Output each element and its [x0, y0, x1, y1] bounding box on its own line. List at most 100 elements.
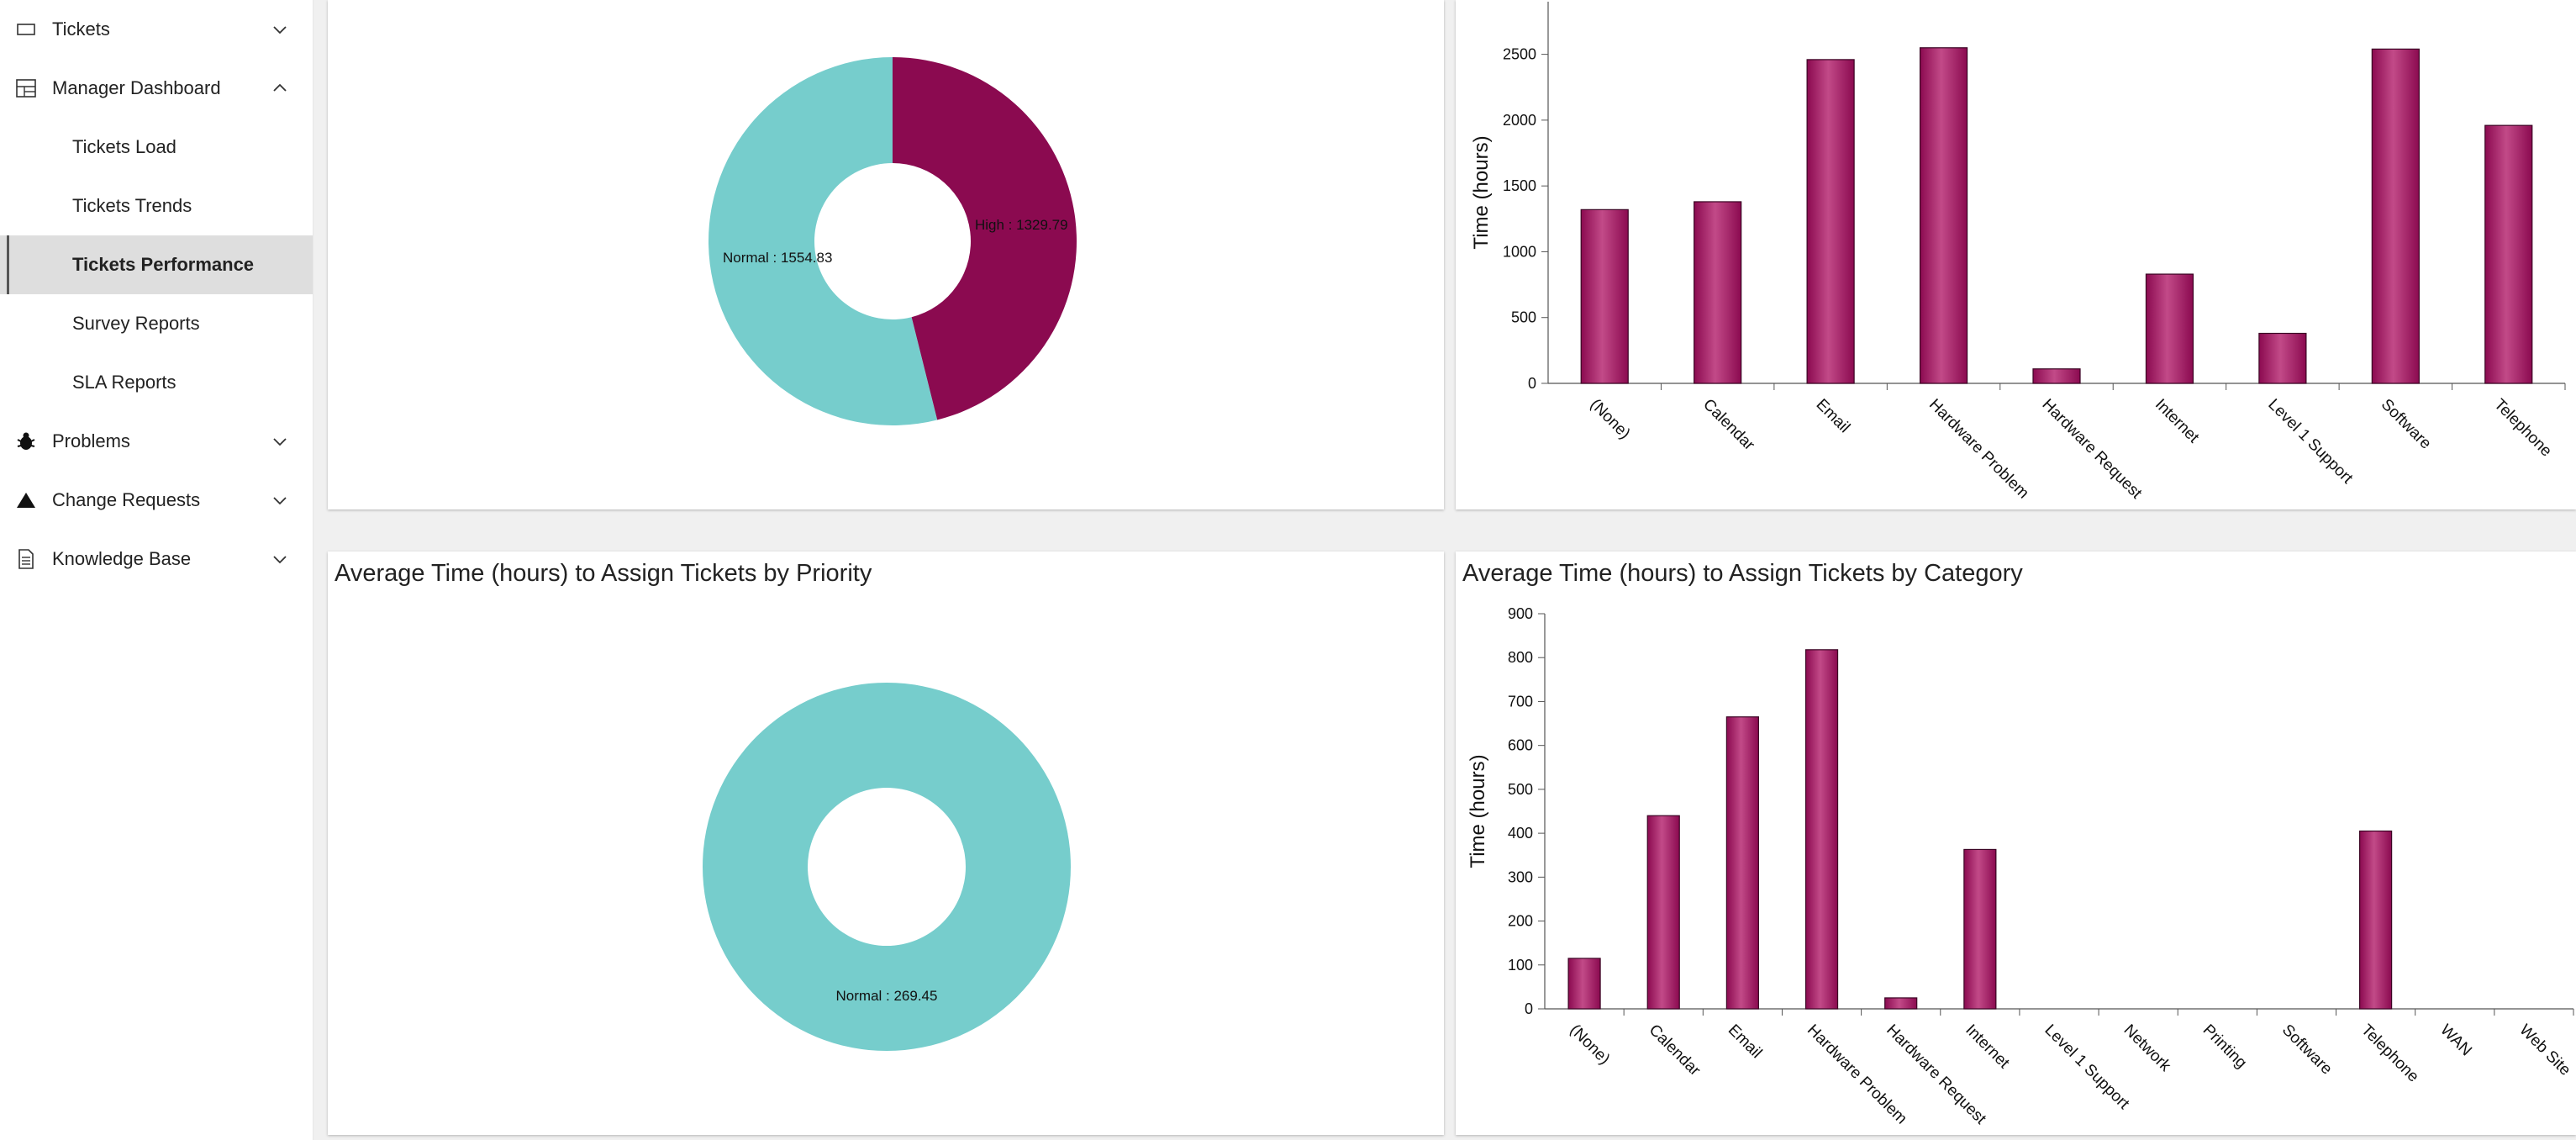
- x-tick-label: Telephone: [2357, 1021, 2422, 1086]
- panel-title: Average Time (hours) to Assign Tickets b…: [1462, 560, 2023, 587]
- sidebar-item-tickets-performance[interactable]: Tickets Performance: [0, 235, 313, 294]
- x-tick-label: Web Site: [2515, 1021, 2573, 1079]
- y-tick-label: 700: [1508, 693, 1533, 710]
- x-tick-label: Level 1 Support: [2264, 396, 2356, 488]
- document-icon: [15, 548, 37, 570]
- y-tick-label: 0: [1528, 375, 1536, 392]
- y-tick-label: 600: [1508, 737, 1533, 754]
- sidebar-item-survey-reports[interactable]: Survey Reports: [0, 294, 313, 353]
- y-tick-label: 500: [1508, 781, 1533, 798]
- chevron-down-icon[interactable]: [271, 491, 289, 509]
- sidebar: Tickets Manager Dashboard Tickets Load T…: [0, 0, 313, 1140]
- nav-tickets[interactable]: Tickets: [0, 0, 313, 59]
- x-tick-label: Printing: [2199, 1021, 2250, 1072]
- y-axis-label: Time (hours): [1467, 754, 1489, 868]
- x-tick-label: Calendar: [1646, 1021, 1704, 1080]
- bar-hardware-problem[interactable]: [1919, 47, 1968, 384]
- y-tick-label: 200: [1508, 913, 1533, 930]
- sidebar-item-label: Survey Reports: [72, 313, 200, 334]
- x-tick-label: Calendar: [1699, 396, 1758, 455]
- sidebar-item-sla-reports[interactable]: SLA Reports: [0, 353, 313, 412]
- y-tick-label: 2000: [1503, 112, 1536, 129]
- bar-calendar[interactable]: [1694, 201, 1742, 384]
- bar-hardware-request[interactable]: [1884, 997, 1918, 1010]
- sidebar-item-label: Tickets Trends: [72, 195, 192, 216]
- x-tick-label: (None): [1587, 396, 1634, 443]
- pie-slice-normal[interactable]: [709, 57, 938, 425]
- nav-tickets-label: Tickets: [52, 18, 110, 40]
- nav-problems[interactable]: Problems: [0, 412, 313, 471]
- chevron-down-icon[interactable]: [271, 20, 289, 39]
- y-tick-label: 0: [1525, 1000, 1533, 1017]
- sidebar-item-tickets-load[interactable]: Tickets Load: [0, 118, 313, 177]
- bar-email[interactable]: [1806, 59, 1855, 384]
- bar-none[interactable]: [1580, 208, 1629, 384]
- chevron-down-icon[interactable]: [271, 550, 289, 568]
- sidebar-item-label: Tickets Performance: [72, 254, 255, 275]
- ticket-icon: [15, 18, 37, 40]
- assign-category-bar-chart: 0 100 200 300 400 500 600 700 800 900 Time (hours)…: [1467, 605, 2574, 1128]
- data-label: Normal : 269.45: [836, 988, 938, 1004]
- chart-panel-resolve-priority: High : 1329.79 Normal : 1554.83: [328, 0, 1444, 509]
- bar-none[interactable]: [1567, 958, 1601, 1010]
- y-tick-label: 800: [1508, 649, 1533, 666]
- bar-internet[interactable]: [1963, 848, 1997, 1010]
- x-tick-label: Software: [2378, 396, 2435, 453]
- x-tick-label: Internet: [2152, 396, 2203, 447]
- bug-icon: [15, 430, 37, 452]
- y-tick-label: 1500: [1503, 177, 1536, 194]
- bar-calendar[interactable]: [1646, 815, 1680, 1010]
- x-tick-label: (None): [1567, 1021, 1614, 1069]
- chevron-down-icon[interactable]: [271, 432, 289, 451]
- nav-change-requests[interactable]: Change Requests: [0, 471, 313, 530]
- y-tick-label: 2500: [1503, 46, 1536, 63]
- chart-panel-resolve-category: 0 500 1000 1500 2000 2500 Time (hours) (None) Ca…: [1456, 0, 2576, 509]
- x-tick-label: Network: [2120, 1021, 2174, 1075]
- y-tick-label: 1000: [1503, 243, 1536, 260]
- nav-manager-dashboard-label: Manager Dashboard: [52, 77, 221, 98]
- x-tick-label: Email: [1725, 1021, 1765, 1062]
- nav-problems-label: Problems: [52, 430, 130, 451]
- bar-telephone[interactable]: [2484, 124, 2533, 384]
- chart-panel-assign-priority: Average Time (hours) to Assign Tickets b…: [328, 552, 1444, 1135]
- bar-software[interactable]: [2371, 48, 2420, 384]
- data-label: High : 1329.79: [975, 217, 1068, 233]
- bar-telephone[interactable]: [2359, 830, 2393, 1010]
- bar-hardware-request[interactable]: [2032, 368, 2081, 384]
- y-tick-label: 900: [1508, 605, 1533, 622]
- nav-change-requests-label: Change Requests: [52, 489, 201, 510]
- x-tick-label: Software: [2278, 1021, 2336, 1079]
- bar-email[interactable]: [1725, 716, 1759, 1010]
- x-tick-label: Telephone: [2490, 396, 2555, 461]
- y-tick-label: 500: [1511, 309, 1536, 326]
- x-tick-label: Hardware Request: [2038, 396, 2145, 503]
- bar-hardware-problem[interactable]: [1804, 649, 1839, 1010]
- dashboard-icon: [15, 77, 37, 99]
- priority-donut-chart: High : 1329.79 Normal : 1554.83: [709, 57, 1077, 425]
- x-tick-label: WAN: [2436, 1021, 2475, 1060]
- pie-slice-high[interactable]: [893, 57, 1077, 420]
- nav-knowledge-base-label: Knowledge Base: [52, 548, 192, 569]
- sidebar-item-tickets-trends[interactable]: Tickets Trends: [0, 177, 313, 235]
- y-axis-label: Time (hours): [1470, 135, 1493, 249]
- triangle-icon: [15, 489, 37, 511]
- y-tick-label: 400: [1508, 825, 1533, 842]
- data-label: Normal : 1554.83: [723, 250, 832, 266]
- assign-priority-donut-chart: Normal : 269.45: [703, 683, 1071, 1051]
- pie-slice-normal[interactable]: [703, 683, 1071, 1051]
- category-bar-chart: 0 500 1000 1500 2000 2500 Time (hours) (None) Ca…: [1470, 2, 2566, 503]
- sidebar-item-label: Tickets Load: [72, 136, 176, 157]
- x-tick-label: Internet: [1962, 1021, 2013, 1073]
- chevron-up-icon[interactable]: [271, 79, 289, 98]
- chart-panel-assign-category: Average Time (hours) to Assign Tickets b…: [1456, 552, 2576, 1135]
- y-tick-label: 100: [1508, 957, 1533, 974]
- nav-manager-dashboard[interactable]: Manager Dashboard: [0, 59, 313, 118]
- bar-internet[interactable]: [2145, 273, 2194, 384]
- x-tick-label: Hardware Problem: [1925, 396, 2032, 503]
- y-tick-label: 300: [1508, 868, 1533, 885]
- panel-title: Average Time (hours) to Assign Tickets b…: [335, 560, 872, 587]
- x-tick-label: Email: [1813, 396, 1853, 436]
- nav-knowledge-base[interactable]: Knowledge Base: [0, 530, 313, 588]
- sidebar-item-label: SLA Reports: [72, 372, 176, 393]
- bar-level-1-support[interactable]: [2258, 332, 2307, 384]
